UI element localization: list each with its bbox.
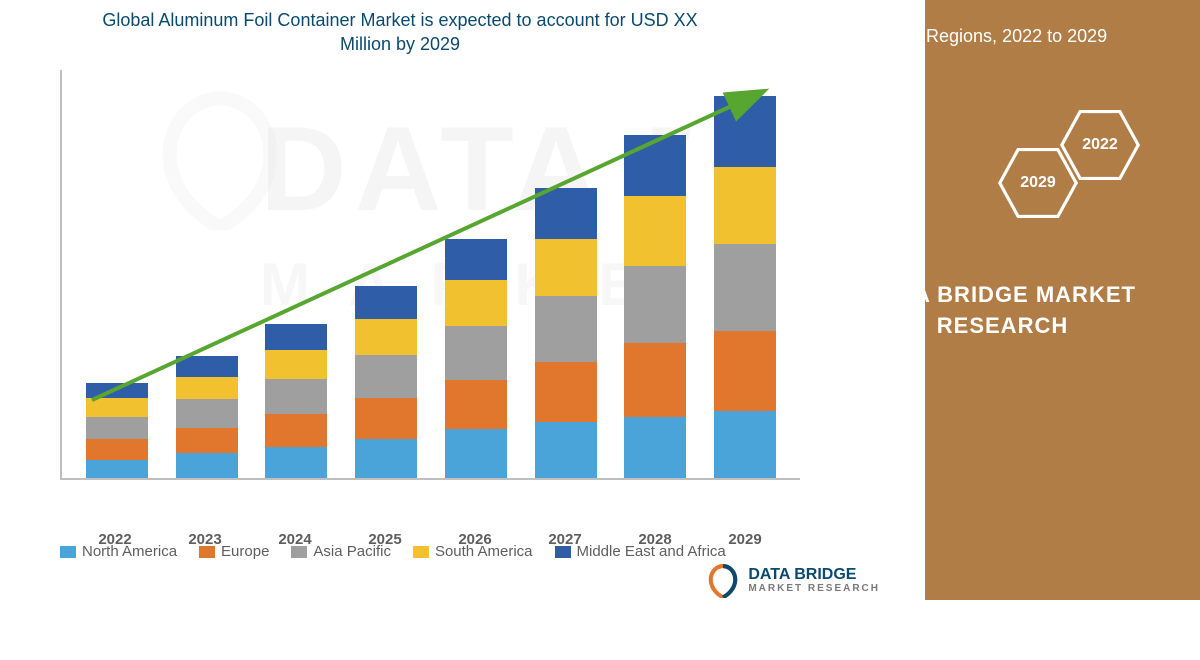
bar-segment	[265, 379, 327, 415]
legend-item: North America	[60, 543, 177, 560]
footer-brand: DATA BRIDGE MARKET RESEARCH	[706, 564, 880, 598]
bar-segment	[714, 167, 776, 244]
bar-segment	[355, 439, 417, 478]
bar-segment	[445, 429, 507, 478]
bar-segment	[86, 417, 148, 440]
legend-swatch	[60, 546, 76, 558]
right-panel: Market, By Regions, 2022 to 2029 2022 20…	[805, 0, 1200, 600]
bar-segment	[265, 447, 327, 478]
bar-segment	[714, 331, 776, 411]
bar-segment	[86, 460, 148, 478]
bar-segment	[624, 266, 686, 343]
bar-2027	[535, 188, 597, 478]
legend-item: Asia Pacific	[291, 543, 391, 560]
infographic-frame: DATA BRIDGE M A R K E T R E S E A R C H …	[0, 0, 1200, 600]
bar-segment	[176, 377, 238, 400]
bar-2024	[265, 324, 327, 478]
bar-segment	[624, 135, 686, 197]
bar-segment	[355, 319, 417, 355]
bar-segment	[355, 286, 417, 319]
legend-label: South America	[435, 543, 533, 560]
bar-segment	[445, 239, 507, 280]
legend-label: North America	[82, 543, 177, 560]
footer-brand-subtext: MARKET RESEARCH	[748, 584, 880, 595]
right-panel-title: Market, By Regions, 2022 to 2029	[835, 24, 1180, 48]
right-brand-line1: DATA BRIDGE MARKET	[869, 282, 1136, 307]
footer-brand-text: DATA BRIDGE	[748, 566, 856, 583]
hex-label-2029: 2029	[998, 148, 1078, 218]
legend-label: Asia Pacific	[313, 543, 391, 560]
bar-segment	[624, 417, 686, 479]
legend-label: Europe	[221, 543, 269, 560]
bar-segment	[355, 398, 417, 439]
bar-segment	[265, 324, 327, 350]
legend-swatch	[555, 546, 571, 558]
bar-segment	[535, 362, 597, 421]
right-brand-line2: RESEARCH	[937, 313, 1068, 338]
footer-logo-icon	[706, 564, 740, 598]
bar-segment	[265, 414, 327, 447]
hex-year-badges: 2022 2029	[990, 110, 1140, 240]
bar-2028	[624, 135, 686, 478]
legend-swatch	[413, 546, 429, 558]
legend-item: Middle East and Africa	[555, 543, 726, 560]
bar-2026	[445, 239, 507, 478]
bar-segment	[445, 326, 507, 379]
bar-segment	[176, 428, 238, 454]
bar-segment	[176, 453, 238, 478]
legend-swatch	[291, 546, 307, 558]
bar-segment	[714, 96, 776, 168]
bar-segment	[535, 296, 597, 363]
bar-segment	[86, 439, 148, 460]
legend-item: Europe	[199, 543, 269, 560]
bar-segment	[535, 239, 597, 295]
bar-segment	[624, 196, 686, 266]
bar-segment	[355, 355, 417, 398]
bar-segment	[535, 188, 597, 239]
bar-segment	[445, 380, 507, 429]
right-panel-brand: DATA BRIDGE MARKET RESEARCH	[805, 280, 1200, 342]
hex-badge-2029: 2029	[998, 148, 1078, 218]
bar-segment	[714, 244, 776, 331]
bars-container	[62, 70, 800, 478]
bar-segment	[624, 343, 686, 417]
legend-label: Middle East and Africa	[577, 543, 726, 560]
bar-2022	[86, 383, 148, 478]
bar-segment	[176, 399, 238, 428]
chart-legend: North America Europe Asia Pacific South Ame…	[60, 543, 820, 560]
bar-segment	[176, 356, 238, 377]
stacked-bar-chart: 20222023202420252026202720282029	[60, 70, 800, 520]
legend-swatch	[199, 546, 215, 558]
bar-segment	[265, 350, 327, 379]
bar-segment	[714, 411, 776, 478]
bar-segment	[86, 398, 148, 416]
bar-2023	[176, 356, 238, 478]
bar-2029	[714, 96, 776, 478]
chart-title: Global Aluminum Foil Container Market is…	[80, 8, 720, 57]
plot-area	[60, 70, 800, 480]
bar-2025	[355, 286, 417, 478]
legend-item: South America	[413, 543, 533, 560]
bar-segment	[445, 280, 507, 326]
bar-segment	[535, 422, 597, 478]
bar-segment	[86, 383, 148, 398]
